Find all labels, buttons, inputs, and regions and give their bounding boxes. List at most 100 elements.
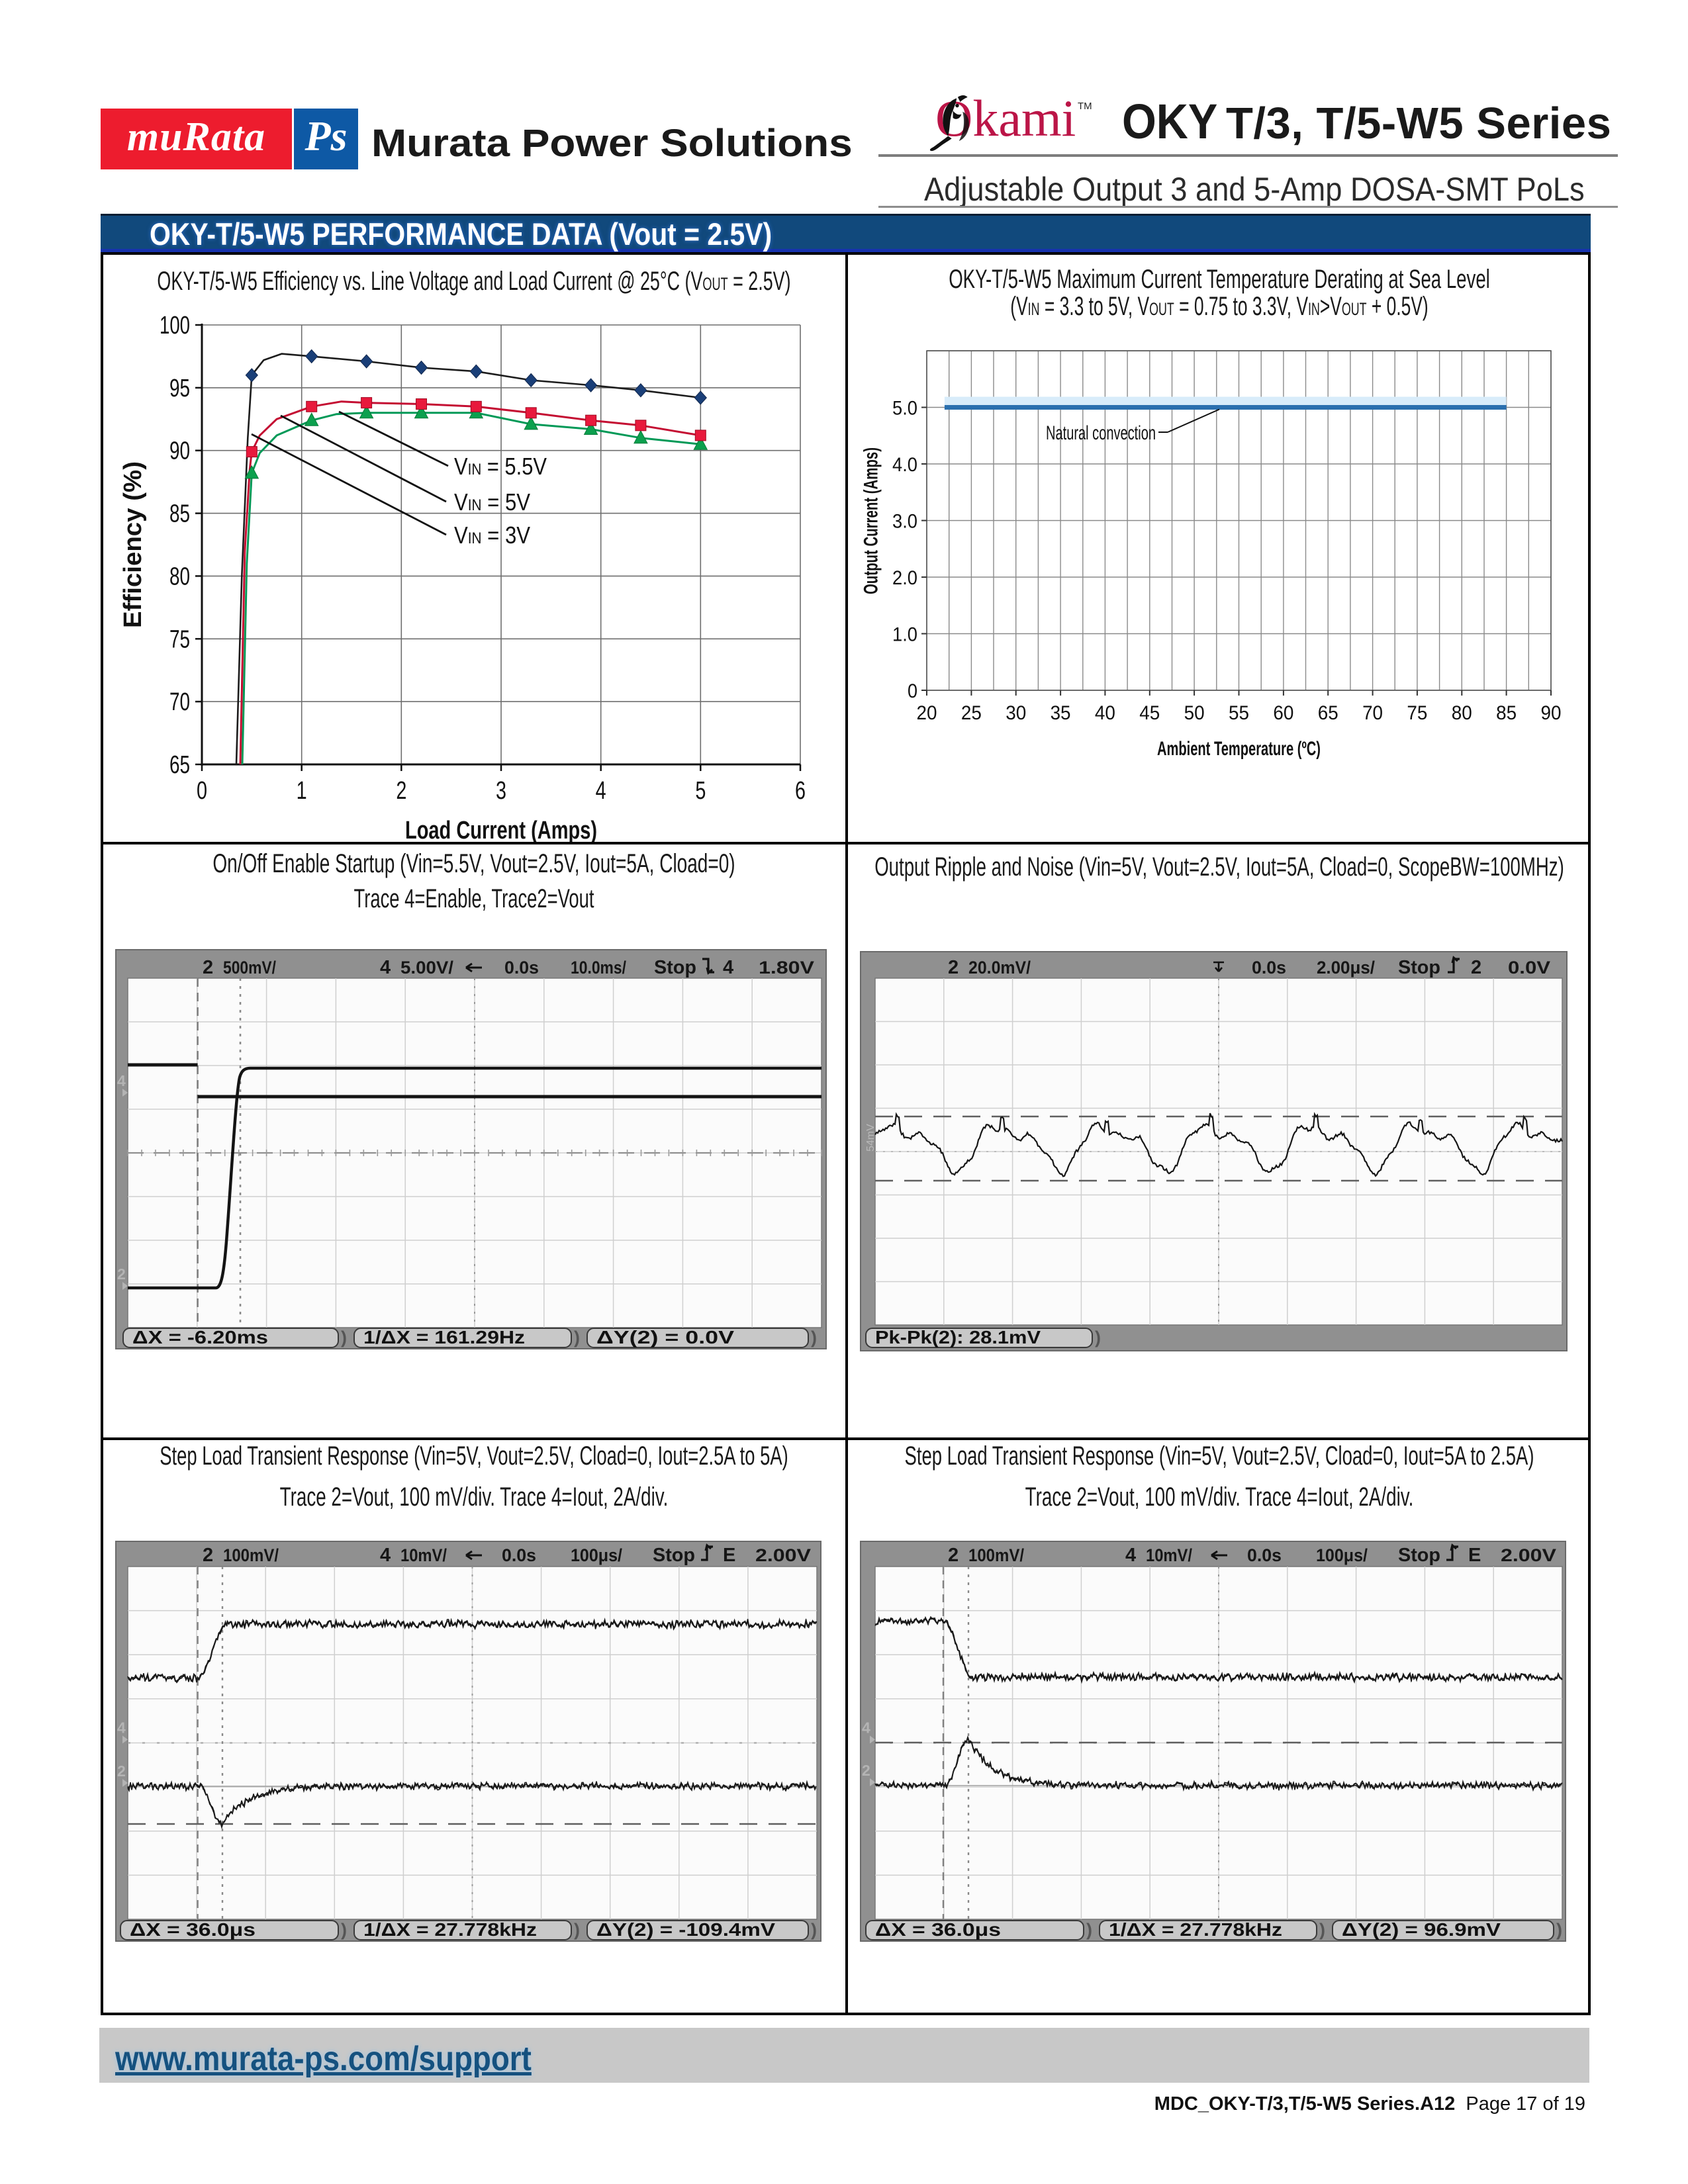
svg-text:2: 2 [203,1545,213,1566]
svg-text:75: 75 [169,625,190,653]
svg-text:55: 55 [1229,702,1249,724]
svg-text:100mV/: 100mV/ [968,1545,1024,1565]
svg-text:ΔY(2) = 96.9mV: ΔY(2) = 96.9mV [1342,1919,1501,1940]
svg-text:1/ΔX = 161.29Hz: 1/ΔX = 161.29Hz [363,1327,525,1347]
svg-text:6: 6 [795,777,806,805]
svg-text:30: 30 [1006,702,1026,724]
svg-text:4: 4 [117,1072,126,1089]
svg-text:Stop: Stop [654,957,696,978]
svg-text:10.0ms/: 10.0ms/ [571,958,626,978]
svg-text:0.0s: 0.0s [504,958,539,978]
svg-text:Stop: Stop [1398,957,1440,978]
svg-text:4: 4 [380,1545,391,1566]
svg-text:80: 80 [169,563,190,590]
svg-text:2.0: 2.0 [892,567,917,589]
svg-text:4.0: 4.0 [892,454,917,476]
svg-text:4: 4 [1125,1545,1136,1566]
svg-text:90: 90 [1541,702,1562,724]
svg-text:1: 1 [297,777,307,805]
svg-text:E: E [723,1545,735,1566]
svg-text:45: 45 [1139,702,1160,724]
svg-text:1/ΔX = 27.778kHz: 1/ΔX = 27.778kHz [1109,1919,1282,1940]
svg-text:): ) [1095,1328,1101,1347]
svg-text:2: 2 [948,957,959,978]
svg-text:): ) [811,1920,817,1940]
svg-text:0.0s: 0.0s [502,1545,536,1565]
svg-text:5.0: 5.0 [892,398,917,420]
svg-text:2: 2 [862,1762,870,1779]
svg-text:100: 100 [160,312,190,340]
svg-text:): ) [1556,1920,1562,1940]
svg-text:2: 2 [1471,957,1481,978]
svg-text:0: 0 [908,680,917,702]
svg-text:): ) [1319,1920,1325,1940]
svg-text:): ) [811,1328,817,1347]
svg-text:2: 2 [117,1265,126,1283]
svg-text:2.00V: 2.00V [1501,1545,1556,1565]
svg-text:VIN = 3V: VIN = 3V [454,522,530,549]
svg-text:2.00V: 2.00V [755,1545,811,1565]
svg-text:): ) [574,1328,580,1347]
svg-text:): ) [574,1920,580,1940]
svg-text:60: 60 [1273,702,1293,724]
svg-text:VIN = 5V: VIN = 5V [454,488,530,516]
svg-text:85: 85 [169,500,190,528]
svg-text:3: 3 [496,777,506,805]
svg-text:50: 50 [1184,702,1205,724]
svg-text:Ambient Temperature (ºC): Ambient Temperature (ºC) [1157,738,1321,760]
svg-text:): ) [341,1920,347,1940]
svg-text:ΔY(2) = 0.0V: ΔY(2) = 0.0V [596,1327,734,1347]
svg-text:1/ΔX = 27.778kHz: 1/ΔX = 27.778kHz [363,1919,537,1940]
svg-text:20.0mV/: 20.0mV/ [968,958,1031,978]
svg-text:85: 85 [1496,702,1517,724]
svg-text:65: 65 [1318,702,1338,724]
svg-text:3.0: 3.0 [892,511,917,533]
svg-text:54mV: 54mV [865,1124,876,1152]
svg-text:Pk-Pk(2): 28.1mV: Pk-Pk(2): 28.1mV [875,1327,1041,1347]
svg-text:VIN = 5.5V: VIN = 5.5V [454,453,547,480]
svg-text:5.00V/: 5.00V/ [400,958,454,978]
svg-text:Natural convection: Natural convection [1046,422,1156,444]
svg-text:1.80V: 1.80V [759,958,814,978]
svg-text:1.0: 1.0 [892,624,917,646]
svg-text:0: 0 [197,777,207,805]
svg-text:75: 75 [1407,702,1427,724]
svg-text:25: 25 [961,702,982,724]
svg-text:2: 2 [203,957,213,978]
svg-text:0.0s: 0.0s [1247,1545,1282,1565]
svg-text:ΔY(2) = -109.4mV: ΔY(2) = -109.4mV [596,1919,775,1940]
svg-text:40: 40 [1095,702,1115,724]
svg-text:Load Current (Amps): Load Current (Amps) [405,817,597,842]
svg-text:35: 35 [1051,702,1071,724]
svg-text:70: 70 [169,688,190,716]
svg-text:Stop: Stop [1398,1545,1440,1566]
svg-text:10mV/: 10mV/ [1146,1545,1192,1565]
svg-text:100μs/: 100μs/ [1316,1545,1368,1565]
svg-text:4: 4 [723,957,733,978]
svg-text:2: 2 [117,1762,126,1780]
svg-text:5: 5 [695,777,706,805]
svg-text:Output Current (Amps): Output Current (Amps) [861,447,882,594]
svg-text:4: 4 [117,1719,126,1737]
svg-text:2.00μs/: 2.00μs/ [1317,958,1375,978]
svg-text:0.0s: 0.0s [1252,958,1286,978]
svg-text:Efficiency (%): Efficiency (%) [119,461,147,628]
svg-text:65: 65 [169,751,190,779]
svg-text:95: 95 [169,375,190,402]
svg-text:20: 20 [917,702,937,724]
svg-text:ΔX = 36.0μs: ΔX = 36.0μs [130,1919,256,1940]
svg-text:2: 2 [396,777,406,805]
svg-text:ΔX = -6.20ms: ΔX = -6.20ms [132,1327,268,1347]
svg-text:100μs/: 100μs/ [571,1545,622,1565]
svg-text:4: 4 [596,777,606,805]
svg-text:90: 90 [169,437,190,465]
svg-text:500mV/: 500mV/ [223,958,276,978]
svg-text:): ) [341,1328,347,1347]
svg-text:2: 2 [948,1545,959,1566]
svg-text:4: 4 [862,1719,870,1737]
svg-text:4: 4 [380,957,391,978]
svg-text:10mV/: 10mV/ [400,1545,447,1565]
svg-text:E: E [1468,1545,1481,1566]
svg-text:0.0V: 0.0V [1508,958,1550,978]
svg-text:): ) [1086,1920,1092,1940]
